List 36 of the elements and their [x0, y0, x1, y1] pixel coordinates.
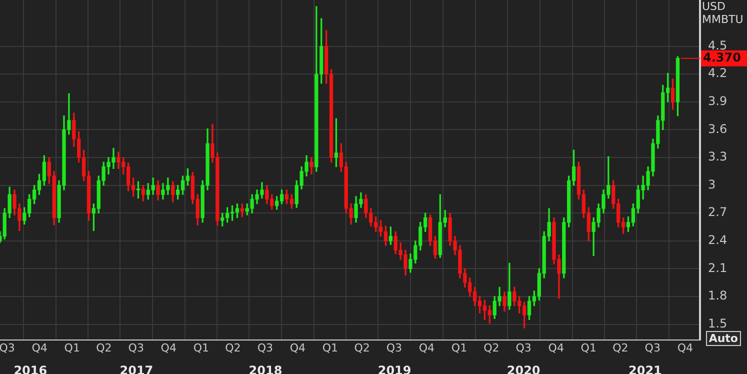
y-tick-label: 4.2: [708, 66, 728, 80]
x-tick-label: Q2: [225, 341, 241, 354]
y-tick-label: 3.3: [708, 150, 728, 164]
x-tick-label: Q2: [96, 341, 112, 354]
x-tick-label: Q4: [677, 341, 693, 354]
x-tick-label: Q2: [484, 341, 500, 354]
ref-line-label: 4.370: [703, 50, 741, 64]
x-tick-label: Q4: [548, 341, 564, 354]
x-tick-label: Q2: [612, 341, 628, 354]
text: Auto: [706, 331, 741, 346]
y-tick-label: 2.4: [708, 232, 728, 247]
x-tick-label: Q1: [322, 341, 338, 354]
x-tick-label: Q1: [193, 341, 209, 354]
x-tick-label: Q3: [0, 341, 15, 354]
x-tick-label: Q1: [580, 341, 596, 354]
x-tick-label: Q3: [644, 341, 660, 354]
x-tick-label: Q4: [32, 341, 48, 354]
y-tick-label: 3.6: [708, 122, 728, 136]
y-tick-label: 4.5: [708, 38, 728, 52]
y-tick-label: 2.1: [708, 260, 728, 275]
x-tick-label: Q4: [160, 341, 176, 354]
y-axis-title: USD MMBTU: [702, 0, 744, 26]
x-tick-label: Q4: [290, 341, 306, 354]
x-tick-label: Q3: [128, 341, 144, 354]
y-tick-label: 2.7: [708, 205, 728, 220]
y-tick-label: 3.9: [708, 94, 728, 108]
y-tick-label: 3: [708, 177, 716, 192]
x-tick-label: Q1: [451, 341, 468, 354]
x-tick-label: Q3: [257, 341, 273, 354]
y-tick-label: 1.5: [708, 316, 728, 330]
x-tick-label: Q2: [354, 341, 370, 354]
y-tick-label: 1.8: [708, 288, 728, 303]
x-tick-label: Q3: [386, 341, 402, 354]
x-tick-label: Q1: [64, 341, 80, 354]
x-tick-label: Q3: [516, 341, 532, 354]
x-tick-label: Q4: [418, 341, 435, 354]
